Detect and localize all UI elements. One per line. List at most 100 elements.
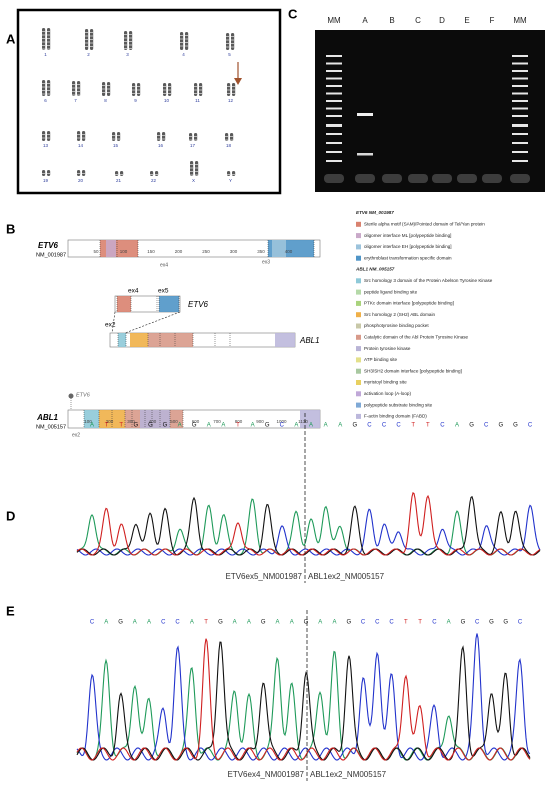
marker-label: ETV6	[76, 392, 91, 398]
chromosome-band	[163, 93, 167, 94]
base-call: G	[513, 423, 518, 429]
chromosome-band	[226, 43, 230, 44]
chromosome-band	[150, 174, 154, 175]
chromosome-band	[190, 164, 194, 165]
chromosome-band	[124, 34, 128, 35]
lane-label: D	[439, 16, 445, 25]
band-glow	[510, 174, 530, 183]
ladder-band	[512, 115, 528, 117]
gene-name: ABL1	[36, 413, 58, 422]
chromosome-band	[117, 138, 121, 140]
chromosome-band	[231, 39, 235, 41]
chromosome-band	[47, 41, 51, 43]
chromosome-band	[137, 86, 141, 87]
chromosome-band	[231, 46, 235, 48]
base-call: C	[280, 423, 285, 429]
base-call: A	[133, 620, 137, 626]
scale-label: 400	[149, 419, 157, 424]
chromosome-band	[194, 139, 198, 141]
scale-label: 250	[202, 249, 210, 254]
domain	[272, 240, 286, 257]
legend-label: SH3/SH2 domain interface [polypeptide bi…	[364, 368, 462, 373]
gene-name: ABL1	[299, 336, 320, 345]
junction-label: ETV6ex4_NM001987	[228, 770, 305, 779]
chromosome-band	[47, 34, 51, 36]
chromosome-band	[42, 45, 46, 46]
chromosome-band	[155, 174, 159, 175]
chromosome-label: 4	[182, 52, 185, 57]
ladder-band	[512, 77, 528, 80]
base-call: C	[389, 620, 394, 626]
exon-label: ex2	[105, 322, 116, 329]
chromosome-label: 16	[158, 143, 164, 148]
legend-label: polypeptide substrate binding site	[364, 402, 433, 407]
chromosome-label: 10	[164, 98, 170, 103]
chromosome-band	[77, 84, 81, 85]
legend-label: F-actin binding domain (FABD)	[364, 414, 427, 419]
base-call: G	[148, 423, 153, 429]
band-glow	[457, 174, 477, 183]
chromosome-band	[42, 134, 46, 135]
chromosome-band	[168, 89, 172, 91]
ladder-band	[326, 160, 342, 162]
domain	[117, 296, 131, 312]
chromosome-band	[232, 86, 236, 87]
chromosome-band	[132, 93, 136, 94]
chromosome-band	[47, 38, 51, 39]
base-call: G	[192, 423, 197, 429]
chromosome	[112, 132, 116, 141]
chromosome-band	[132, 86, 136, 87]
lane-label: A	[362, 16, 368, 25]
base-call: C	[440, 423, 445, 429]
chromosome-band	[230, 139, 234, 141]
chromosome-band	[42, 137, 46, 139]
base-call: A	[455, 423, 459, 429]
scale-label: 700	[213, 419, 221, 424]
base-call: C	[90, 620, 95, 626]
chromosome-band	[231, 43, 235, 44]
exon-label: ex2	[72, 432, 80, 438]
chromosome-band	[189, 139, 193, 141]
exon-label: ex3	[262, 259, 270, 265]
chromosome	[82, 131, 86, 141]
chromosome-band	[180, 42, 184, 43]
legend-label: Src homology 3 domain of the Protein Abe…	[364, 278, 493, 283]
chromosome-band	[124, 44, 128, 46]
scale-label: 400	[285, 249, 293, 254]
chromosome-band	[225, 139, 229, 141]
chromosome	[150, 171, 154, 176]
chromosome-band	[180, 45, 184, 47]
panel-label: C	[288, 6, 298, 21]
chromosome-band	[124, 37, 128, 39]
base-call: A	[233, 620, 237, 626]
scale-label: 300	[127, 419, 135, 424]
legend-swatch	[356, 323, 361, 329]
legend-label: ATP binding site	[364, 357, 397, 362]
domain	[84, 410, 99, 428]
chromosome-label: 22	[151, 178, 157, 183]
base-call: G	[133, 423, 138, 429]
lane-label: F	[490, 16, 495, 25]
chromosome-band	[227, 86, 231, 87]
chromosome-label: 2	[87, 52, 90, 57]
chromosome	[180, 32, 184, 50]
base-call: C	[484, 423, 489, 429]
base-call: T	[204, 620, 208, 626]
base-call: G	[346, 620, 351, 626]
legend-swatch	[356, 334, 361, 340]
chromosome-band	[117, 135, 121, 136]
base-call: A	[318, 620, 322, 626]
chromosome-band	[90, 42, 94, 44]
chromosome-band	[168, 93, 172, 94]
chromosome-band	[162, 138, 166, 140]
chromosome-band	[85, 46, 89, 47]
lane-label: E	[464, 16, 469, 25]
chromosome-band	[124, 41, 128, 42]
legend-label: erythroblast transformation specific dom…	[364, 255, 452, 260]
trace	[76, 638, 531, 761]
domain	[159, 296, 179, 312]
chromosome-band	[77, 173, 81, 174]
scale-label: 500	[170, 419, 178, 424]
base-call: T	[119, 423, 123, 429]
ladder-band	[512, 55, 528, 57]
